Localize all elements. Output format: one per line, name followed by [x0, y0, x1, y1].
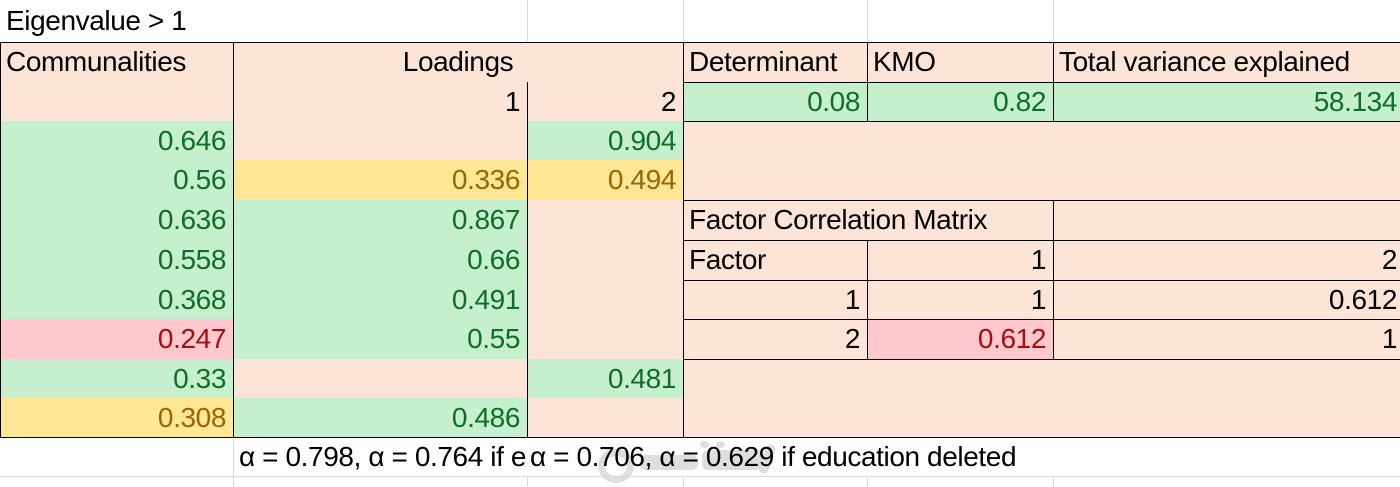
loading1-cell[interactable]: 0.491	[233, 280, 527, 319]
loading1-cell[interactable]	[233, 121, 527, 160]
row-border	[683, 359, 1400, 360]
gridline	[233, 438, 234, 487]
loading2-cell[interactable]	[527, 240, 683, 280]
loading2-cell[interactable]	[527, 280, 683, 319]
factor-correlation-value[interactable]: 0.612	[1053, 280, 1400, 319]
empty-merged-cell[interactable]	[683, 359, 1400, 438]
gridline	[527, 476, 528, 487]
gridline	[683, 0, 684, 42]
column-border	[233, 42, 234, 438]
eigenvalue-rule-cell[interactable]: Eigenvalue > 1	[0, 0, 420, 42]
header-loadings[interactable]: Loadings	[233, 42, 683, 82]
gridline	[0, 476, 1400, 477]
gridline	[1053, 476, 1054, 487]
communality-cell[interactable]: 0.636	[0, 200, 233, 240]
factor-matrix-header-label[interactable]: Factor	[683, 240, 867, 280]
empty-cell[interactable]	[0, 438, 233, 476]
row-border	[683, 82, 1400, 83]
communality-cell-flagged[interactable]: 0.308	[0, 398, 233, 438]
loading1-cell[interactable]: 0.55	[233, 319, 527, 359]
communality-cell[interactable]: 0.33	[0, 359, 233, 398]
total-variance-value[interactable]: 58.134	[1053, 82, 1400, 121]
communality-cell[interactable]: 0.558	[0, 240, 233, 280]
loadings-col1-header[interactable]: 1	[233, 82, 527, 121]
empty-cell[interactable]	[1053, 200, 1400, 240]
header-kmo[interactable]: KMO	[867, 42, 1053, 82]
loading1-cell[interactable]: 0.486	[233, 398, 527, 438]
factor-row-label[interactable]: 2	[683, 319, 867, 359]
loading1-cell[interactable]: 0.66	[233, 240, 527, 280]
row-border	[683, 280, 1400, 281]
gridline	[1053, 0, 1054, 42]
loading2-cell[interactable]: 0.904	[527, 121, 683, 160]
loading2-cell[interactable]: 0.481	[527, 359, 683, 398]
column-border	[867, 42, 868, 121]
gridline	[867, 0, 868, 42]
column-border	[867, 240, 868, 359]
gridline	[683, 476, 684, 487]
row-border	[683, 200, 1400, 201]
table-border	[0, 42, 1, 438]
factor-correlation-value-flagged[interactable]: 0.612	[867, 319, 1053, 359]
gridline	[867, 476, 868, 487]
loading2-cell[interactable]: 0.494	[527, 160, 683, 200]
empty-merged-cell[interactable]	[683, 121, 1400, 200]
communality-cell[interactable]: 0.646	[0, 121, 233, 160]
column-border	[527, 82, 528, 438]
loading1-cell[interactable]	[233, 359, 527, 398]
empty-cell[interactable]	[0, 82, 233, 121]
alpha-note-loadings[interactable]: α = 0.706, α = 0.629 if education delete…	[530, 441, 1017, 472]
row-border	[683, 240, 1400, 241]
table-border	[0, 42, 1400, 43]
factor-matrix-col2[interactable]: 2	[1053, 240, 1400, 280]
table-border	[0, 437, 1400, 438]
loading2-cell[interactable]	[527, 398, 683, 438]
loading1-cell[interactable]: 0.336	[233, 160, 527, 200]
factor-matrix-col1[interactable]: 1	[867, 240, 1053, 280]
factor-correlation-value[interactable]: 1	[867, 280, 1053, 319]
row-border	[683, 121, 1400, 122]
header-determinant[interactable]: Determinant	[683, 42, 867, 82]
alpha-note-communalities[interactable]: α = 0.798, α = 0.764 if e	[239, 441, 527, 472]
column-border	[1053, 42, 1054, 121]
factor-row-label[interactable]: 1	[683, 280, 867, 319]
loading1-cell[interactable]: 0.867	[233, 200, 527, 240]
factor-correlation-value[interactable]: 1	[1053, 319, 1400, 359]
determinant-value[interactable]: 0.08	[683, 82, 867, 121]
factor-matrix-title[interactable]: Factor Correlation Matrix	[683, 200, 1053, 240]
communality-cell[interactable]: 0.56	[0, 160, 233, 200]
communality-cell[interactable]: 0.368	[0, 280, 233, 319]
header-total-variance[interactable]: Total variance explained	[1053, 42, 1400, 82]
row-border	[683, 319, 1400, 320]
loading2-cell[interactable]	[527, 200, 683, 240]
loading2-cell[interactable]	[527, 319, 683, 359]
loadings-col2-header[interactable]: 2	[527, 82, 683, 121]
kmo-value[interactable]: 0.82	[867, 82, 1053, 121]
gridline	[527, 0, 528, 42]
communality-cell-flagged[interactable]: 0.247	[0, 319, 233, 359]
column-border	[1053, 200, 1054, 359]
header-communalities[interactable]: Communalities	[0, 42, 233, 82]
